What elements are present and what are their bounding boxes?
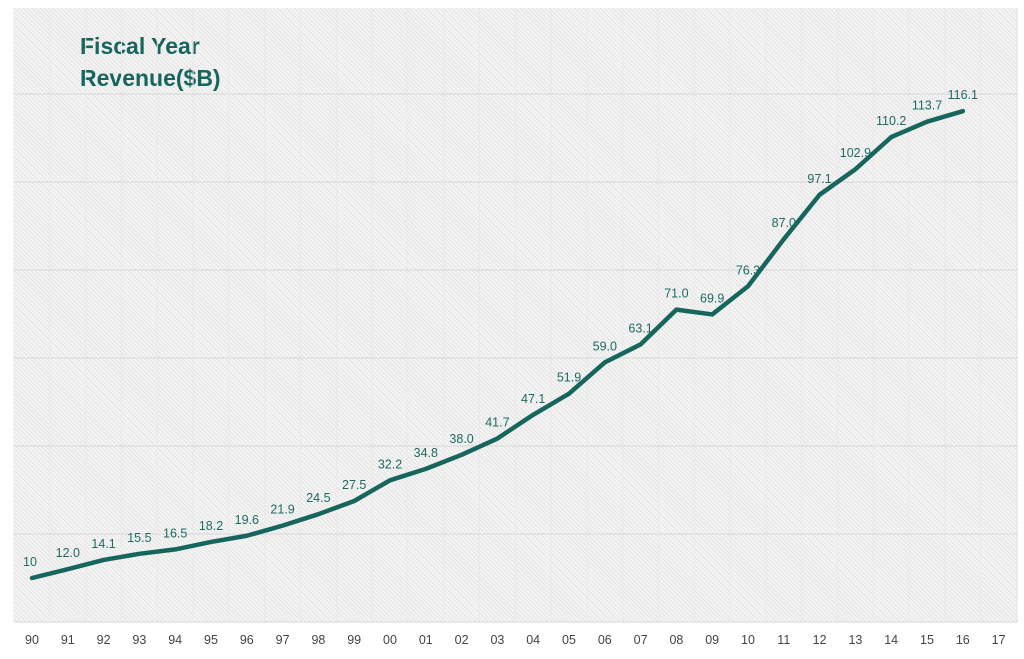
data-label: 19.6	[235, 513, 259, 527]
data-label: 51.9	[557, 371, 581, 385]
x-tick-label: 11	[777, 633, 790, 647]
data-label: 47.1	[521, 392, 545, 406]
x-tick-label: 05	[562, 633, 576, 647]
x-tick-label: 16	[956, 633, 970, 647]
data-label: 21.9	[270, 503, 294, 517]
x-tick-label: 02	[455, 633, 469, 647]
plot-area	[14, 8, 1018, 622]
x-tick-label: 97	[276, 633, 290, 647]
data-label: 16.5	[163, 526, 187, 540]
x-tick-label: 14	[884, 633, 898, 647]
data-label: 102.9	[840, 146, 871, 160]
x-tick-label: 01	[419, 633, 433, 647]
data-label: 71.0	[664, 287, 688, 301]
x-tick-label: 92	[97, 633, 111, 647]
data-label: 63.1	[628, 321, 652, 335]
x-tick-label: 98	[311, 633, 325, 647]
data-label: 38.0	[449, 432, 473, 446]
data-label: 24.5	[306, 491, 330, 505]
x-tick-label: 94	[168, 633, 182, 647]
x-tick-label: 96	[240, 633, 254, 647]
data-label: 14.1	[91, 537, 115, 551]
data-label: 116.1	[948, 88, 978, 102]
x-tick-label: 93	[132, 633, 146, 647]
x-tick-label: 99	[347, 633, 361, 647]
data-label: 76.3	[736, 263, 760, 277]
data-label: 27.5	[342, 478, 366, 492]
x-tick-label: 03	[490, 633, 504, 647]
data-label: 12.0	[56, 546, 80, 560]
x-tick-label: 07	[634, 633, 648, 647]
x-tick-label: 08	[669, 633, 683, 647]
data-label: 97.1	[807, 172, 831, 186]
chart-title-line-2: Revenue($B)	[80, 65, 221, 91]
data-label: 113.7	[912, 99, 942, 113]
data-label: 69.9	[700, 291, 724, 305]
x-tick-label: 06	[598, 633, 612, 647]
data-label: 15.5	[127, 531, 151, 545]
chart-title-line-1: Fiscal Year	[80, 33, 200, 59]
x-tick-label: 09	[705, 633, 719, 647]
x-tick-label: 15	[920, 633, 934, 647]
x-tick-label: 13	[848, 633, 862, 647]
data-label: 110.2	[876, 114, 906, 128]
data-label: 41.7	[485, 416, 509, 430]
chart-title: Fiscal Year Revenue($B)	[80, 30, 221, 94]
x-tick-label: 95	[204, 633, 218, 647]
data-label: 34.8	[414, 446, 438, 460]
x-tick-label: 00	[383, 633, 397, 647]
data-label: 59.0	[593, 339, 617, 353]
x-tick-label: 17	[992, 633, 1006, 647]
data-label: 10	[23, 555, 37, 569]
x-tick-label: 91	[61, 633, 75, 647]
x-tick-label: 10	[741, 633, 755, 647]
x-tick-label: 12	[813, 633, 827, 647]
data-label: 87.0	[772, 216, 796, 230]
x-tick-label: 90	[25, 633, 39, 647]
data-label: 32.2	[378, 457, 402, 471]
x-tick-label: 04	[526, 633, 540, 647]
data-label: 18.2	[199, 519, 223, 533]
